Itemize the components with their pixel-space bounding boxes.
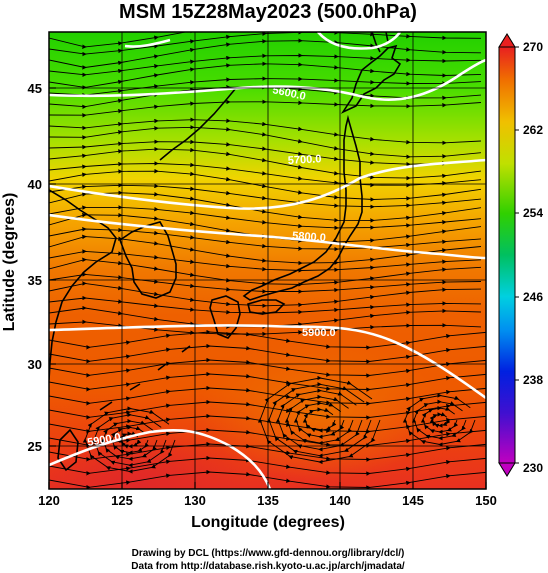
axis-tick-marks [48, 87, 487, 489]
colorbar-tick-254: 254 [523, 206, 543, 220]
y-tick-30: 30 [28, 357, 42, 372]
colorbar-gradient [498, 46, 516, 464]
colorbar-tick-270: 270 [523, 40, 543, 54]
y-tick-35: 35 [28, 273, 42, 288]
china-coast [49, 189, 117, 381]
y-tick-labels: 25 30 35 40 45 [28, 81, 42, 454]
contour-label-5800: 5800.0 [292, 230, 326, 244]
sakhalin-coast [371, 32, 389, 53]
contour-label-5700: 5700.0 [288, 153, 322, 167]
streamline [49, 99, 482, 118]
x-tick-145: 145 [402, 493, 424, 508]
taiwan-coast [57, 428, 79, 472]
map-title: MSM 15Z28May2023 (500.0hPa) [119, 1, 417, 23]
y-tick-40: 40 [28, 177, 42, 192]
korea-coast [119, 221, 177, 299]
contour-5900-southwest [49, 428, 272, 489]
colorbar: 270 262 254 246 238 230 [498, 33, 543, 477]
contour-labels: 5600.0 5700.0 5800.0 5900.0 5900.0 [86, 84, 335, 449]
wind-streamlines [49, 32, 486, 489]
contour-north-short [124, 38, 171, 48]
colorbar-tick-246: 246 [523, 290, 543, 304]
contour-label-5900-southwest: 5900.0 [86, 431, 121, 449]
contour-5800 [49, 213, 486, 260]
height-contours [49, 32, 486, 489]
kyushu-coast [209, 295, 241, 339]
y-tick-45: 45 [28, 81, 42, 96]
x-axis-label: Longitude (degrees) [191, 514, 345, 531]
plot-area: 5600.0 5700.0 5800.0 5900.0 5900.0 [49, 32, 486, 489]
colorbar-tick-262: 262 [523, 123, 543, 137]
shikoku-coast [247, 299, 286, 315]
ryukyu-islands [99, 345, 191, 411]
contour-5900 [49, 324, 486, 400]
contour-5600 [49, 58, 486, 101]
x-tick-150: 150 [475, 493, 497, 508]
manchuria-border [159, 87, 237, 161]
credit-drawing: Drawing by DCL (https://www.gfd-dennou.o… [132, 548, 405, 559]
x-tick-125: 125 [111, 493, 133, 508]
colorbar-top-arrow [498, 33, 516, 48]
coastlines [49, 32, 402, 472]
colorbar-tick-238: 238 [523, 373, 543, 387]
contour-north-cap [317, 32, 402, 50]
x-tick-120: 120 [38, 493, 60, 508]
x-tick-140: 140 [329, 493, 351, 508]
colorbar-tick-230: 230 [523, 461, 543, 475]
hokkaido-coast [340, 44, 402, 114]
honshu-coast [242, 114, 363, 301]
x-tick-135: 135 [257, 493, 279, 508]
grid-lines [49, 32, 486, 489]
contour-label-5900: 5900.0 [302, 327, 336, 339]
cool-patch-east [200, 340, 440, 480]
y-tick-25: 25 [28, 439, 42, 454]
x-tick-130: 130 [184, 493, 206, 508]
colorbar-bottom-arrow [498, 462, 516, 477]
credit-data-source: Data from http://database.rish.kyoto-u.a… [131, 561, 405, 572]
x-tick-labels: 120 125 130 135 140 145 150 [38, 493, 497, 508]
y-axis-label: Latitude (degrees) [1, 193, 18, 332]
contour-5700 [49, 158, 486, 210]
